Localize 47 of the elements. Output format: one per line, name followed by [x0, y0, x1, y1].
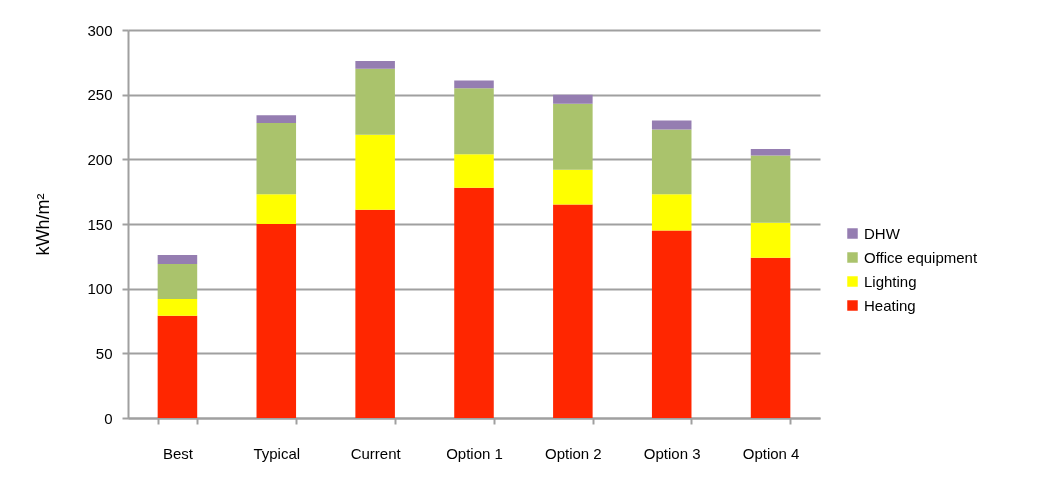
legend-label: Office equipment [864, 248, 978, 266]
bar [553, 204, 593, 418]
bar [157, 299, 198, 316]
x-tick-label: Option 4 [742, 444, 800, 462]
bar [355, 209, 395, 418]
bar [651, 230, 692, 418]
bar [157, 315, 198, 418]
x-tick-label: Option 2 [545, 444, 602, 462]
y-tick-label: 100 [87, 280, 113, 298]
legend-label: DHW [864, 224, 901, 242]
bar [256, 194, 297, 224]
x-tick-label: Best [162, 444, 194, 462]
bar [553, 94, 593, 104]
bar [750, 222, 791, 258]
bar [355, 134, 395, 210]
legend-label: Heating [864, 296, 916, 314]
bar [750, 155, 791, 223]
x-tick-label: Option 1 [446, 444, 503, 462]
y-tick-label: 200 [87, 150, 113, 168]
bar [256, 115, 297, 124]
bar [553, 103, 593, 170]
bar [651, 120, 692, 130]
bar [553, 169, 593, 205]
bar [454, 187, 494, 418]
bar [355, 61, 395, 69]
bar [256, 224, 297, 418]
bar [651, 194, 692, 231]
bar [454, 88, 494, 155]
y-tick-label: 50 [95, 344, 113, 362]
y-tick-label: 0 [104, 409, 113, 427]
bar [157, 264, 198, 300]
bar [750, 257, 791, 418]
x-tick-label: Option 3 [643, 444, 701, 462]
y-tick-label: 150 [87, 215, 113, 233]
bar [750, 148, 791, 156]
bar [454, 80, 494, 89]
bar [355, 68, 395, 135]
y-axis-title: kWh/m² [33, 193, 54, 256]
bar [256, 123, 297, 195]
x-tick-label: Typical [253, 444, 301, 462]
bar [454, 154, 494, 188]
y-tick-label: 300 [87, 21, 113, 39]
bar [157, 255, 198, 265]
y-tick-label: 250 [87, 86, 113, 104]
x-tick-label: Current [350, 444, 402, 462]
bar [651, 129, 692, 195]
legend-label: Lighting [864, 272, 917, 290]
